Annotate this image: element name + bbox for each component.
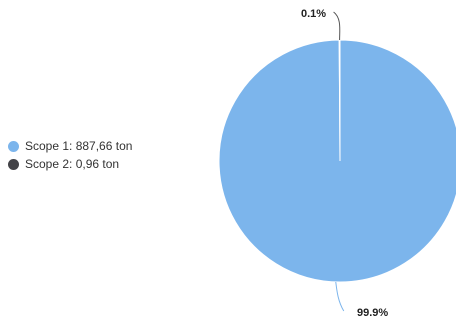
- data-label-connector-1: [335, 281, 345, 312]
- chart-legend: Scope 1: 887,66 ton Scope 2: 0,96 ton: [8, 137, 132, 173]
- data-label-2: 0.1%: [301, 8, 326, 20]
- legend-item-scope-1[interactable]: Scope 1: 887,66 ton: [8, 137, 132, 155]
- data-label-connector-2: [333, 11, 341, 41]
- legend-item-scope-2[interactable]: Scope 2: 0,96 ton: [8, 155, 132, 173]
- legend-label-scope-1: Scope 1: 887,66 ton: [25, 139, 133, 153]
- pie-slice-1[interactable]: [218, 39, 456, 283]
- legend-swatch-scope-2: [8, 158, 19, 170]
- legend-label-scope-2: Scope 2: 0,96 ton: [25, 157, 120, 171]
- data-label-1: 99.9%: [357, 307, 388, 319]
- legend-swatch-scope-1: [8, 140, 19, 152]
